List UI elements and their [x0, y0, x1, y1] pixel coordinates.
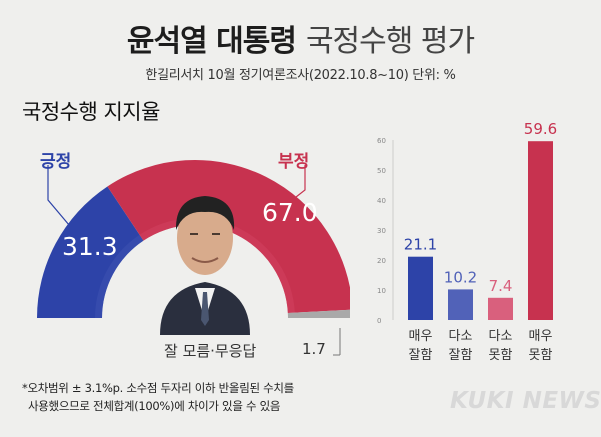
gauge-slice-undecided-inner-band: [287, 312, 295, 318]
undecided-leader: [333, 328, 341, 356]
bar-value-label: 59.6: [524, 120, 557, 138]
bar-value-label: 7.4: [489, 277, 513, 295]
positive-leader: [47, 165, 81, 239]
bar-2: [448, 289, 473, 320]
section-title: 국정수행 지지율: [22, 100, 160, 124]
footnote: *오차범위 ± 3.1%p. 소수점 두자리 이하 반올림된 수치를 사용했으므…: [22, 379, 294, 415]
bar-category-label: 잘함: [449, 348, 473, 363]
y-tick-label: 20: [377, 257, 386, 265]
bar-category-label: 다소: [489, 329, 513, 344]
bar-3: [488, 297, 513, 320]
bar-category-label: 잘함: [409, 348, 433, 363]
gauge-slice-negative: [107, 160, 350, 314]
president-portrait: [160, 196, 250, 335]
main-title: 윤석열 대통령 국정수행 평가: [0, 16, 601, 60]
approval-gauge: [37, 160, 350, 356]
footnote-line-1: *오차범위 ± 3.1%p. 소수점 두자리 이하 반올림된 수치를: [22, 381, 294, 395]
y-tick-label: 60: [377, 137, 386, 145]
gauge-slice-negative-inner-band: [139, 217, 295, 314]
gauge-layer: [37, 160, 350, 318]
y-tick-label: 30: [377, 227, 386, 235]
undecided-label: 잘 모름·무응답: [164, 342, 257, 360]
y-tick-label: 0: [377, 317, 381, 325]
title-bold: 윤석열 대통령: [126, 24, 297, 59]
negative-value: 67.0: [262, 198, 318, 227]
bar-value-label: 10.2: [444, 268, 477, 286]
undecided-value: 1.7: [302, 340, 326, 358]
bar-category-label: 다소: [449, 329, 473, 344]
bar-category-label: 못함: [529, 348, 553, 363]
y-tick-label: 50: [377, 167, 386, 175]
subtitle: 한길리서치 10월 정기여론조사(2022.10.8~10) 단위: %: [145, 68, 456, 83]
positive-label: 긍정: [40, 152, 72, 172]
gauge-slice-positive-inner-band: [95, 234, 144, 318]
bar-category-label: 매우: [529, 329, 553, 344]
title-light: 국정수행 평가: [305, 24, 475, 59]
bar-category-label: 못함: [489, 348, 513, 363]
bar-4: [528, 141, 553, 320]
bar-1: [408, 256, 433, 320]
bar-category-label: 매우: [409, 329, 433, 344]
bar-value-label: 21.1: [404, 236, 437, 254]
brand-logo: KUKI NEWS: [450, 388, 601, 414]
gauge-slice-undecided: [287, 309, 350, 318]
negative-leader: [281, 165, 306, 209]
gauge-slice-positive: [37, 186, 144, 318]
y-tick-label: 10: [377, 287, 386, 295]
footnote-line-2: 사용했으므로 전체합계(100%)에 차이가 있을 수 있음: [28, 399, 281, 413]
positive-value: 31.3: [62, 232, 118, 261]
y-tick-label: 40: [377, 197, 386, 205]
negative-label: 부정: [278, 152, 310, 172]
